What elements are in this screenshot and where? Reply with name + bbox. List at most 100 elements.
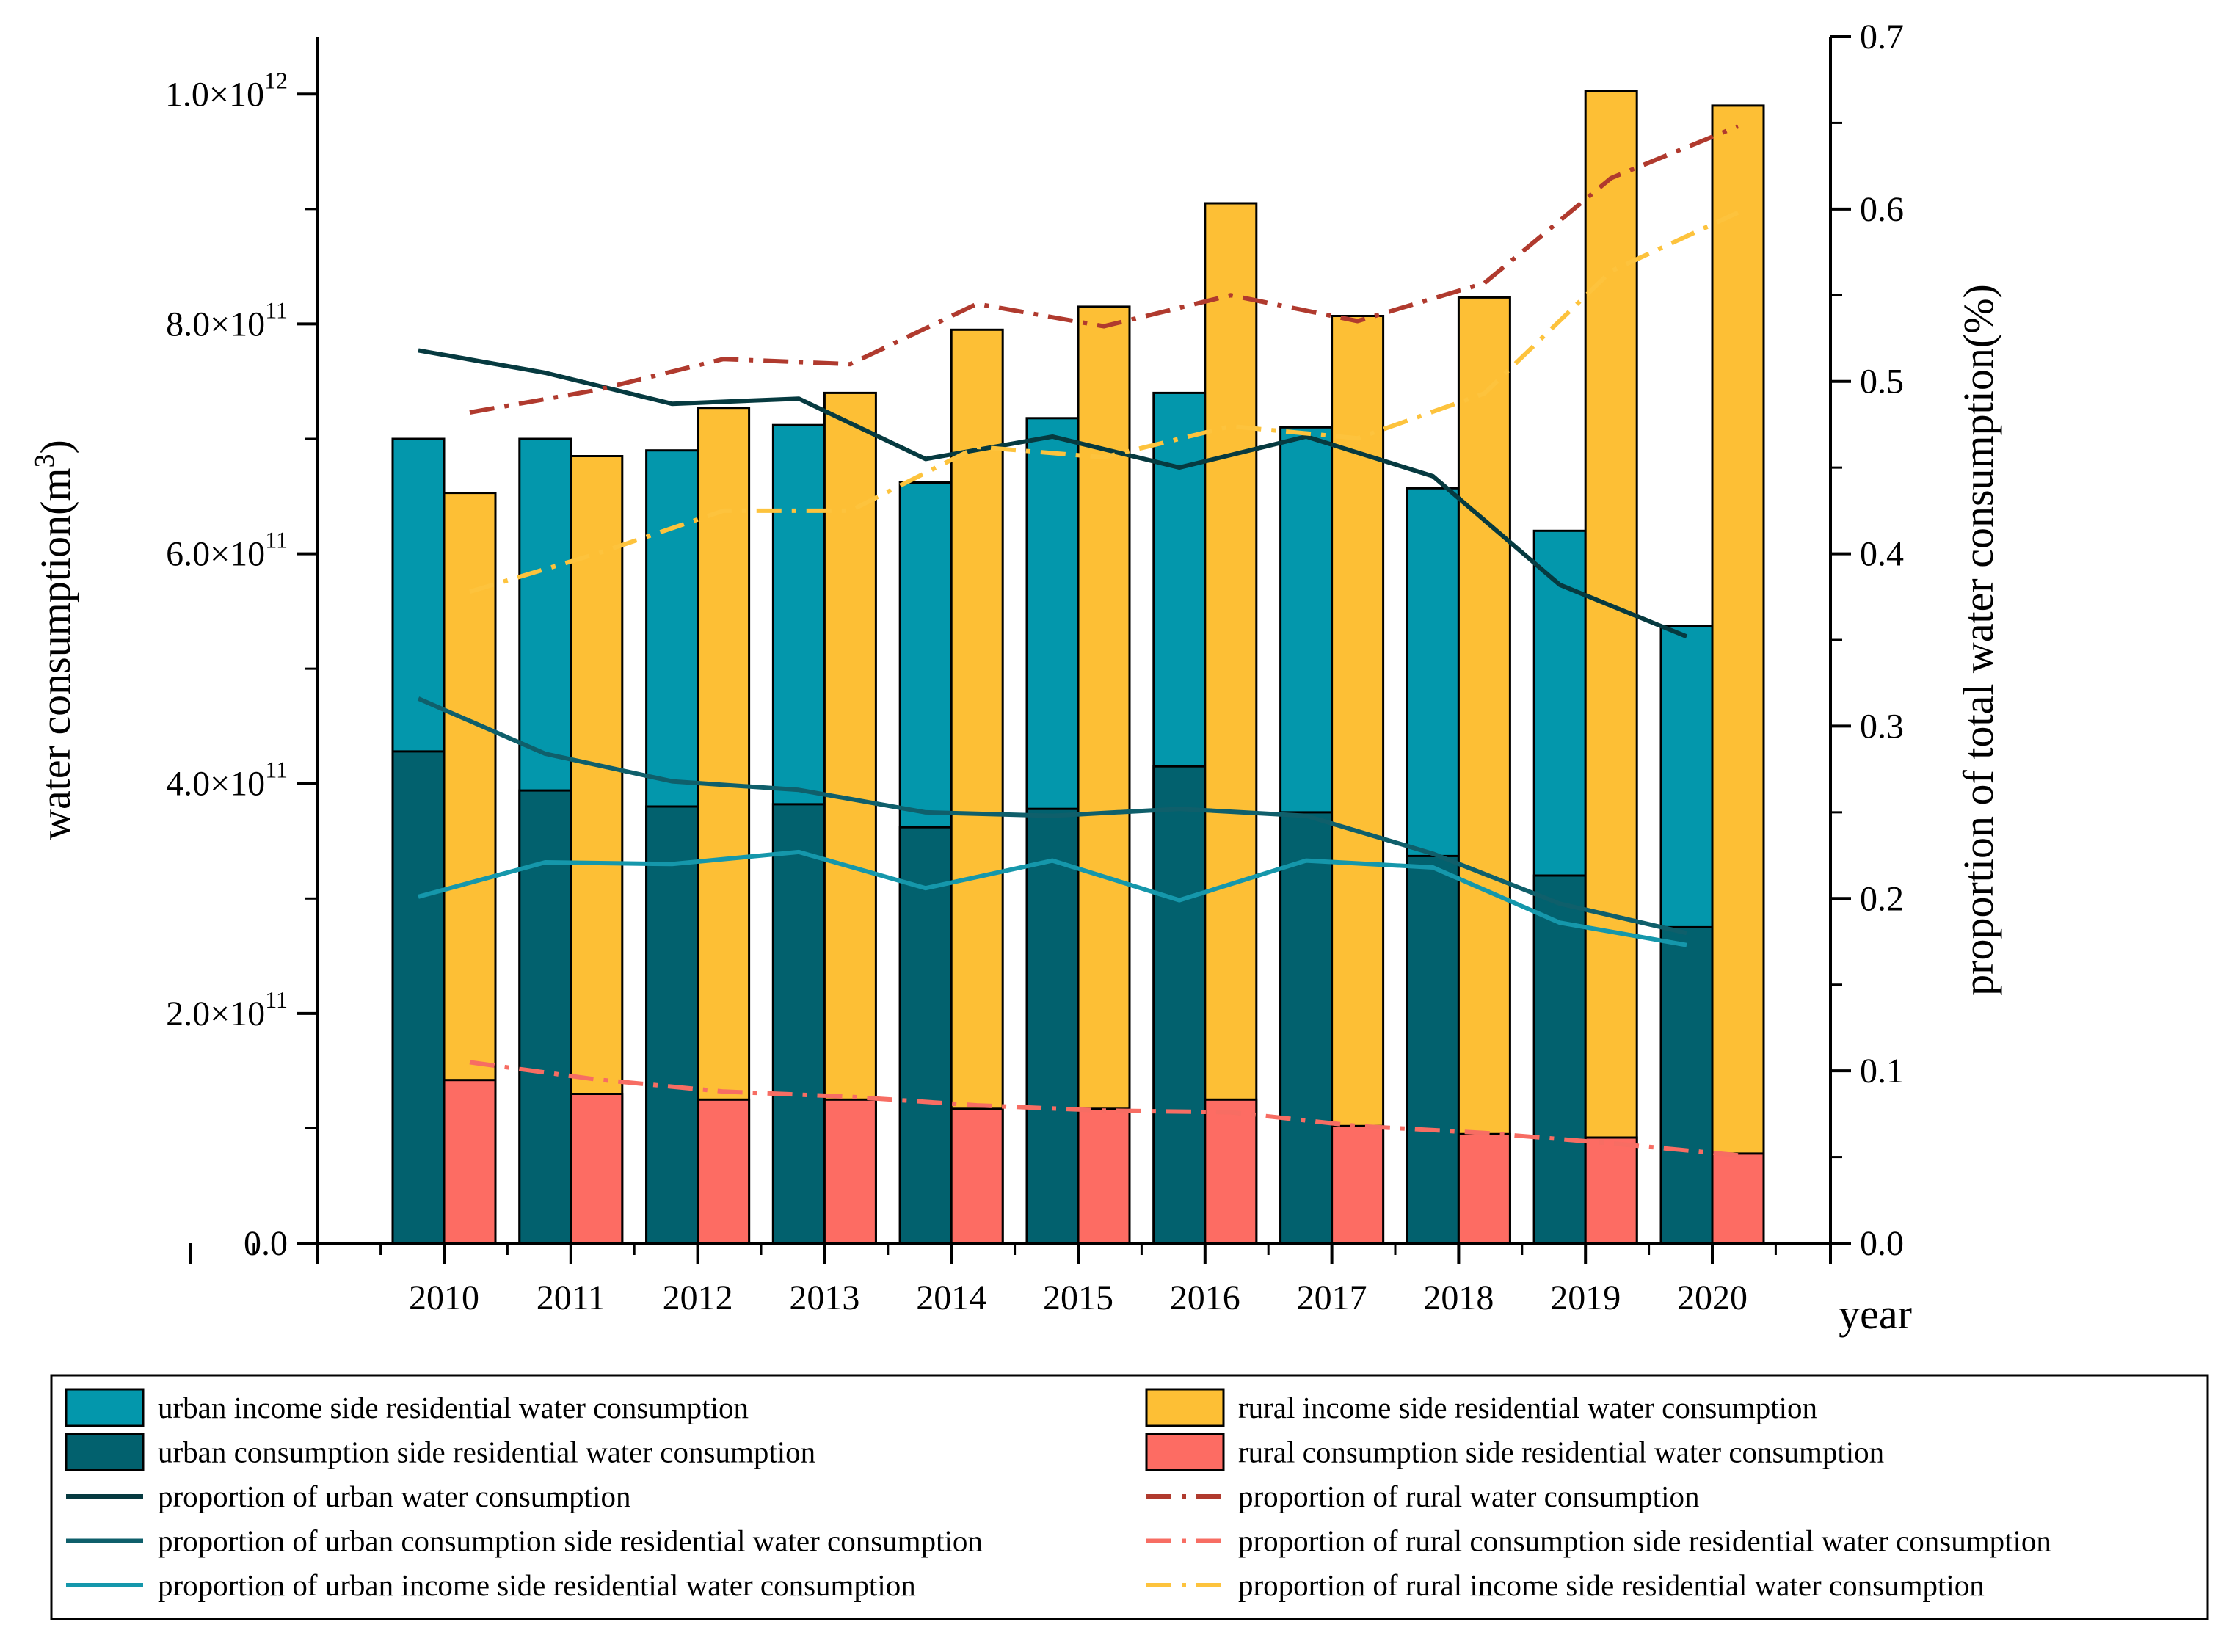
bar-urban-consumption-2018 xyxy=(1406,854,1460,1245)
y-left-tick-label: 8.0×1011 xyxy=(166,296,288,343)
bar-rural-income-2018 xyxy=(1457,296,1511,1245)
line-series-1 xyxy=(418,348,1688,639)
y-right-tick-label: 0.6 xyxy=(1860,190,1904,229)
y-axis-left-title-end: ) xyxy=(32,440,79,454)
bar-rural-consumption-2013 xyxy=(823,1098,877,1245)
line-series-2 xyxy=(469,124,1739,415)
x-tick-label: 2020 xyxy=(1677,1278,1748,1317)
bar-rural-income-2016 xyxy=(1204,202,1258,1245)
bar-urban-consumption-2013 xyxy=(771,803,826,1245)
y-left-tick-exponent: 11 xyxy=(265,986,288,1013)
legend-label: urban income side residential water cons… xyxy=(158,1391,749,1424)
y-axis-left-title: water consumption(m3) xyxy=(29,440,79,840)
legend-label: proportion of rural income side resident… xyxy=(1238,1568,1985,1602)
line-series-6 xyxy=(469,210,1739,594)
legend-item-3: urban consumption side residential water… xyxy=(65,1433,815,1471)
y-left-tick-label: 4.0×1011 xyxy=(166,757,288,804)
x-tick-label: 2015 xyxy=(1043,1278,1113,1317)
y-left-tick-label: 1.0×1012 xyxy=(165,67,288,114)
x-tick-label: 2018 xyxy=(1423,1278,1494,1317)
y-left-tick-exponent: 11 xyxy=(265,527,288,553)
y-axis-right-title: proportion of total water consumption(%) xyxy=(1955,284,2002,996)
y-right-tick-label: 0.2 xyxy=(1860,879,1904,918)
bar-urban-consumption-2020 xyxy=(1659,925,1714,1245)
legend-label: proportion of urban consumption side res… xyxy=(158,1524,983,1558)
x-tick-label: 2010 xyxy=(409,1278,479,1317)
legend-label: proportion of rural water consumption xyxy=(1238,1480,1700,1513)
bar-urban-consumption-2012 xyxy=(645,805,699,1245)
legend-item-10: proportion of rural income side resident… xyxy=(1146,1568,1985,1602)
y-right-tick-label: 0.5 xyxy=(1860,363,1904,401)
y-axis-left-title-sup: 3 xyxy=(29,454,60,467)
x-tick-label: 2014 xyxy=(916,1278,986,1317)
legend-label: proportion of urban water consumption xyxy=(158,1480,630,1513)
x-tick-label: 2011 xyxy=(537,1278,606,1317)
bar-rural-consumption-2014 xyxy=(950,1107,1004,1245)
bar-series-urban-consumption xyxy=(391,750,1714,1245)
bar-series-rural-consumption xyxy=(443,1079,1765,1245)
bar-series-rural-income xyxy=(443,90,1765,1245)
bar-rural-consumption-2010 xyxy=(443,1079,497,1245)
legend-item-9: proportion of urban income side resident… xyxy=(66,1568,916,1602)
line-series-4 xyxy=(469,1060,1739,1158)
legend-swatch xyxy=(1145,1388,1225,1427)
legend-item-1: urban income side residential water cons… xyxy=(65,1388,749,1427)
legend-swatch xyxy=(65,1388,145,1427)
bar-urban-consumption-2017 xyxy=(1279,811,1334,1245)
bar-rural-consumption-2017 xyxy=(1331,1124,1385,1245)
y-right-tick-label: 0.4 xyxy=(1860,535,1904,574)
bars-layer xyxy=(391,90,1765,1245)
bar-rural-income-2015 xyxy=(1077,305,1131,1245)
bar-rural-income-2017 xyxy=(1331,315,1385,1245)
x-tick-label: 2019 xyxy=(1550,1278,1621,1317)
bar-rural-consumption-2018 xyxy=(1457,1132,1511,1245)
y-left-tick-exponent: 11 xyxy=(265,296,288,323)
bar-rural-income-2014 xyxy=(950,328,1004,1245)
legend-swatch xyxy=(1145,1433,1225,1471)
x-tick-label: 2017 xyxy=(1297,1278,1367,1317)
y-right-tick-label: 0.3 xyxy=(1860,707,1904,746)
bar-urban-consumption-2014 xyxy=(898,826,953,1245)
line-series-3 xyxy=(417,696,1687,936)
legend-item-7: proportion of urban consumption side res… xyxy=(66,1524,983,1558)
bar-urban-consumption-2010 xyxy=(391,750,446,1245)
bar-rural-consumption-2012 xyxy=(697,1098,751,1245)
x-tick-label: 2013 xyxy=(789,1278,859,1317)
bar-rural-consumption-2016 xyxy=(1204,1098,1258,1245)
y-right-tick-label: 0.7 xyxy=(1860,18,1904,57)
legend-label: proportion of urban income side resident… xyxy=(158,1568,916,1602)
legend-label: rural consumption side residential water… xyxy=(1238,1436,1884,1469)
legend-swatch xyxy=(65,1433,145,1471)
x-tick-label: 2012 xyxy=(663,1278,733,1317)
legend-label: proportion of rural consumption side res… xyxy=(1238,1524,2051,1558)
axes-layer: 0.0 2.0×1011 4.0×1011 6.0×1011 8.0×1011 1.0×1… xyxy=(29,18,2002,1338)
y-left-tick-exponent: 12 xyxy=(264,67,288,93)
x-tick-label: 2016 xyxy=(1170,1278,1240,1317)
legend-item-6: proportion of rural water consumption xyxy=(1146,1480,1700,1513)
bar-rural-consumption-2020 xyxy=(1711,1152,1765,1245)
bar-urban-consumption-2011 xyxy=(518,789,572,1245)
legend-item-4: rural consumption side residential water… xyxy=(1145,1433,1884,1471)
legend-item-2: rural income side residential water cons… xyxy=(1145,1388,1817,1427)
legend-item-8: proportion of rural consumption side res… xyxy=(1146,1524,2051,1558)
legend-label: rural income side residential water cons… xyxy=(1238,1391,1817,1424)
bar-rural-consumption-2019 xyxy=(1584,1136,1638,1245)
bar-rural-consumption-2011 xyxy=(570,1093,624,1245)
lines-layer xyxy=(417,124,1739,1158)
y-left-tick-label: 2.0×1011 xyxy=(166,986,288,1033)
legend-label: urban consumption side residential water… xyxy=(158,1436,815,1469)
bar-urban-consumption-2015 xyxy=(1025,807,1080,1245)
bar-rural-consumption-2015 xyxy=(1077,1107,1131,1245)
bar-urban-consumption-2019 xyxy=(1532,874,1587,1245)
bar-urban-consumption-2016 xyxy=(1152,765,1207,1245)
legend-item-5: proportion of urban water consumption xyxy=(66,1480,630,1513)
legend-box xyxy=(50,1374,2209,1620)
bar-rural-income-2020 xyxy=(1711,104,1765,1245)
y-left-tick-label: 0.0 xyxy=(244,1224,288,1263)
y-left-tick-label: 6.0×1011 xyxy=(166,527,288,574)
y-right-tick-label: 0.0 xyxy=(1860,1224,1904,1263)
legend: urban income side residential water cons… xyxy=(50,1374,2209,1620)
y-right-tick-label: 0.1 xyxy=(1860,1052,1904,1091)
line-series-5 xyxy=(418,849,1687,947)
